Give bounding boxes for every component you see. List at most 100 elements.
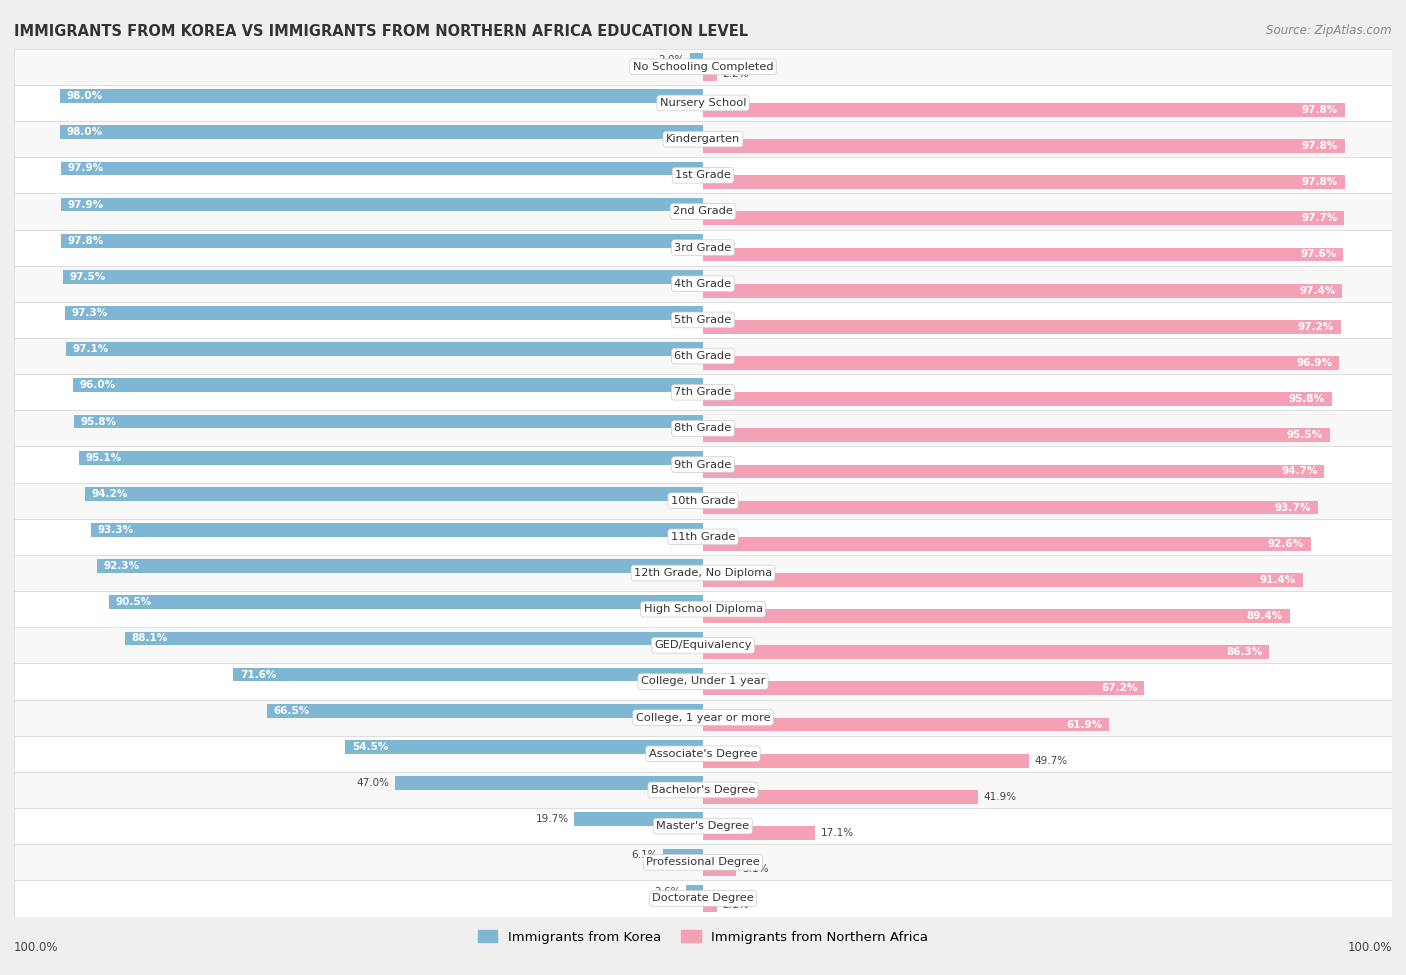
- Text: Nursery School: Nursery School: [659, 98, 747, 108]
- Bar: [66, 342, 703, 356]
- Bar: [14, 555, 1392, 591]
- Bar: [686, 884, 703, 898]
- Bar: [65, 306, 703, 320]
- Bar: [703, 320, 1341, 333]
- Bar: [703, 67, 717, 81]
- Text: 41.9%: 41.9%: [983, 792, 1017, 801]
- Text: 2.1%: 2.1%: [723, 900, 748, 911]
- Bar: [703, 645, 1270, 659]
- Text: 92.3%: 92.3%: [104, 562, 141, 571]
- Text: 94.7%: 94.7%: [1281, 466, 1317, 477]
- Text: 7th Grade: 7th Grade: [675, 387, 731, 397]
- Bar: [14, 265, 1392, 302]
- Bar: [14, 157, 1392, 193]
- Bar: [703, 682, 1144, 695]
- Text: Bachelor's Degree: Bachelor's Degree: [651, 785, 755, 795]
- Text: Source: ZipAtlas.com: Source: ZipAtlas.com: [1267, 24, 1392, 37]
- Text: 11th Grade: 11th Grade: [671, 531, 735, 542]
- Text: 8th Grade: 8th Grade: [675, 423, 731, 434]
- Text: 97.9%: 97.9%: [67, 164, 103, 174]
- Text: 6th Grade: 6th Grade: [675, 351, 731, 361]
- Text: 91.4%: 91.4%: [1260, 575, 1296, 585]
- Text: 95.8%: 95.8%: [1289, 394, 1324, 404]
- Bar: [703, 356, 1339, 370]
- Text: 2nd Grade: 2nd Grade: [673, 207, 733, 216]
- Text: 10th Grade: 10th Grade: [671, 495, 735, 506]
- Text: 96.0%: 96.0%: [80, 380, 115, 390]
- Bar: [63, 270, 703, 284]
- Text: 96.9%: 96.9%: [1296, 358, 1333, 368]
- Text: 71.6%: 71.6%: [240, 670, 276, 680]
- Text: Kindergarten: Kindergarten: [666, 135, 740, 144]
- Bar: [664, 848, 703, 862]
- Bar: [703, 826, 815, 839]
- Bar: [703, 428, 1330, 442]
- Bar: [703, 212, 1344, 225]
- Text: 97.6%: 97.6%: [1301, 250, 1337, 259]
- Text: 1st Grade: 1st Grade: [675, 171, 731, 180]
- Text: IMMIGRANTS FROM KOREA VS IMMIGRANTS FROM NORTHERN AFRICA EDUCATION LEVEL: IMMIGRANTS FROM KOREA VS IMMIGRANTS FROM…: [14, 24, 748, 39]
- Text: GED/Equivalency: GED/Equivalency: [654, 641, 752, 650]
- Text: 97.9%: 97.9%: [67, 200, 103, 210]
- Bar: [73, 378, 703, 392]
- Text: 5.1%: 5.1%: [742, 864, 768, 875]
- Text: 97.2%: 97.2%: [1298, 322, 1334, 332]
- Text: Professional Degree: Professional Degree: [647, 857, 759, 868]
- Text: 4th Grade: 4th Grade: [675, 279, 731, 289]
- Bar: [395, 776, 703, 790]
- Bar: [60, 162, 703, 175]
- Text: 97.8%: 97.8%: [1302, 105, 1339, 115]
- Text: 97.8%: 97.8%: [1302, 177, 1339, 187]
- Text: 95.8%: 95.8%: [82, 416, 117, 426]
- Text: 12th Grade, No Diploma: 12th Grade, No Diploma: [634, 568, 772, 578]
- Bar: [14, 808, 1392, 844]
- Text: 97.7%: 97.7%: [1301, 214, 1337, 223]
- Bar: [14, 591, 1392, 627]
- Bar: [233, 668, 703, 682]
- Bar: [110, 596, 703, 609]
- Bar: [14, 338, 1392, 374]
- Text: 54.5%: 54.5%: [352, 742, 388, 752]
- Bar: [703, 898, 717, 913]
- Bar: [14, 193, 1392, 229]
- Text: 93.7%: 93.7%: [1275, 502, 1312, 513]
- Text: College, 1 year or more: College, 1 year or more: [636, 713, 770, 722]
- Bar: [703, 103, 1344, 117]
- Bar: [703, 464, 1324, 479]
- Text: 92.6%: 92.6%: [1268, 539, 1303, 549]
- Text: 47.0%: 47.0%: [356, 778, 389, 788]
- Bar: [703, 718, 1109, 731]
- Bar: [84, 487, 703, 501]
- Text: 86.3%: 86.3%: [1226, 647, 1263, 657]
- Bar: [703, 573, 1303, 587]
- Bar: [75, 414, 703, 428]
- Text: Doctorate Degree: Doctorate Degree: [652, 893, 754, 904]
- Text: College, Under 1 year: College, Under 1 year: [641, 677, 765, 686]
- Bar: [703, 609, 1289, 623]
- Bar: [703, 248, 1343, 261]
- Text: 97.4%: 97.4%: [1299, 286, 1336, 295]
- Bar: [703, 176, 1344, 189]
- Text: 5th Grade: 5th Grade: [675, 315, 731, 325]
- Text: 61.9%: 61.9%: [1067, 720, 1102, 729]
- Text: 89.4%: 89.4%: [1247, 611, 1284, 621]
- Bar: [574, 812, 703, 826]
- Text: 100.0%: 100.0%: [14, 941, 59, 954]
- Bar: [14, 447, 1392, 483]
- Bar: [14, 519, 1392, 555]
- Text: 17.1%: 17.1%: [821, 828, 853, 838]
- Bar: [60, 126, 703, 139]
- Bar: [703, 501, 1317, 515]
- Bar: [690, 53, 703, 67]
- Text: Associate's Degree: Associate's Degree: [648, 749, 758, 759]
- Bar: [267, 704, 703, 718]
- Text: High School Diploma: High School Diploma: [644, 604, 762, 614]
- Text: 97.8%: 97.8%: [67, 236, 104, 246]
- Text: 88.1%: 88.1%: [132, 634, 167, 644]
- Bar: [14, 229, 1392, 265]
- Bar: [14, 699, 1392, 736]
- Text: 97.1%: 97.1%: [73, 344, 108, 354]
- Bar: [91, 524, 703, 537]
- Bar: [62, 234, 703, 248]
- Legend: Immigrants from Korea, Immigrants from Northern Africa: Immigrants from Korea, Immigrants from N…: [472, 925, 934, 949]
